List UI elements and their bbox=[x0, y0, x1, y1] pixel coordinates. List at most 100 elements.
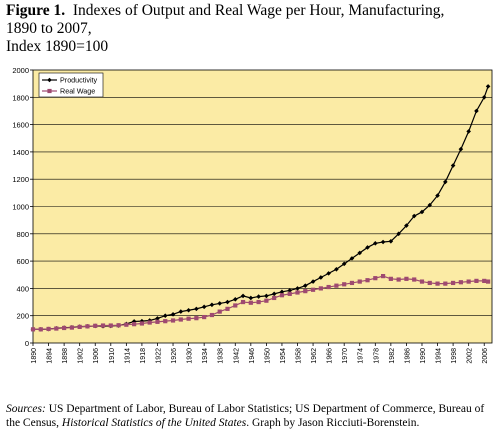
data-point-real-wage bbox=[365, 278, 370, 283]
data-point-real-wage bbox=[225, 306, 230, 311]
data-point-productivity bbox=[232, 297, 238, 302]
data-point-productivity bbox=[155, 316, 160, 321]
data-point-real-wage bbox=[279, 293, 285, 298]
legend-marker-diamond bbox=[47, 77, 52, 83]
data-point-real-wage bbox=[466, 279, 471, 284]
data-point-real-wage bbox=[482, 278, 487, 283]
y-tick-label: 2000 bbox=[12, 66, 29, 75]
x-tick-label: 2002 bbox=[467, 348, 474, 364]
data-point-real-wage bbox=[451, 280, 456, 286]
figure-title: Figure 1. Indexes of Output and Real Wag… bbox=[6, 2, 496, 56]
x-tick-label: 1930 bbox=[187, 348, 194, 364]
data-point-real-wage bbox=[132, 322, 137, 327]
data-point-productivity bbox=[310, 279, 316, 284]
x-tick-label: 1946 bbox=[249, 348, 256, 364]
x-tick-label: 1974 bbox=[358, 348, 365, 364]
data-point-real-wage bbox=[85, 324, 90, 329]
data-point-productivity bbox=[326, 271, 331, 276]
x-tick-label: 1894 bbox=[47, 348, 54, 364]
data-point-real-wage bbox=[209, 312, 215, 318]
x-tick-label: 1970 bbox=[342, 348, 349, 364]
y-tick-label: 400 bbox=[16, 284, 29, 293]
y-tick-label: 1800 bbox=[12, 93, 29, 102]
data-point-productivity bbox=[256, 294, 261, 299]
y-tick-label: 1600 bbox=[12, 121, 29, 130]
y-tick-label: 800 bbox=[16, 230, 29, 239]
data-point-real-wage bbox=[318, 286, 323, 291]
x-tick-label: 1958 bbox=[296, 348, 303, 364]
chart-svg: 0 200 400 600 800 1000 1200 1400 1600 1800 2000 189… bbox=[12, 66, 493, 364]
data-point-productivity bbox=[240, 293, 246, 299]
x-tick-label: 1998 bbox=[451, 348, 458, 364]
data-point-productivity bbox=[443, 179, 448, 185]
data-point-productivity bbox=[380, 239, 386, 245]
data-point-real-wage bbox=[147, 320, 152, 325]
data-point-productivity bbox=[349, 256, 355, 261]
legend-label: Productivity bbox=[60, 76, 98, 85]
x-tick-label: 1902 bbox=[78, 348, 85, 364]
data-point-real-wage bbox=[69, 325, 74, 330]
data-point-productivity bbox=[287, 288, 293, 293]
source-text-2: . Graph by Jason Ricciuti-Borenstein. bbox=[246, 416, 420, 429]
data-point-productivity bbox=[396, 231, 401, 237]
data-point-productivity bbox=[162, 313, 168, 318]
data-point-productivity bbox=[474, 108, 479, 114]
data-point-productivity bbox=[481, 95, 487, 100]
source-text-1: US Department of Labor, Bureau of Labor … bbox=[6, 403, 485, 429]
data-point-real-wage bbox=[419, 279, 425, 284]
data-point-real-wage bbox=[412, 277, 417, 282]
data-point-real-wage bbox=[388, 276, 393, 281]
legend-label: Real Wage bbox=[60, 87, 95, 96]
source-note: Sources: US Department of Labor, Bureau … bbox=[6, 403, 496, 430]
figure-number: Figure 1. bbox=[6, 2, 66, 19]
data-point-real-wage bbox=[54, 326, 59, 331]
y-tick-label: 600 bbox=[16, 257, 29, 266]
data-point-real-wage bbox=[357, 279, 362, 284]
data-point-real-wage bbox=[310, 287, 316, 292]
x-tick-label: 2006 bbox=[482, 348, 489, 364]
source-label: Sources: bbox=[6, 403, 46, 415]
data-point-real-wage bbox=[272, 295, 277, 301]
x-tick-label: 1906 bbox=[93, 348, 100, 364]
data-point-productivity bbox=[435, 193, 440, 198]
data-point-real-wage bbox=[486, 279, 491, 284]
data-point-real-wage bbox=[155, 319, 160, 324]
x-tick-label: 1962 bbox=[311, 348, 318, 364]
data-point-real-wage bbox=[93, 323, 98, 328]
chart-area: 0 200 400 600 800 1000 1200 1400 1600 1800 2000 189… bbox=[0, 60, 500, 400]
data-point-productivity bbox=[373, 241, 378, 246]
data-point-real-wage bbox=[108, 323, 113, 328]
data-point-real-wage bbox=[474, 278, 479, 283]
data-point-real-wage bbox=[458, 280, 463, 285]
x-tick-label: 1982 bbox=[389, 348, 396, 364]
data-point-real-wage bbox=[326, 284, 331, 290]
x-tick-label: 1910 bbox=[109, 348, 116, 364]
y-tick-label: 0 bbox=[25, 339, 29, 348]
data-point-real-wage bbox=[233, 303, 238, 308]
x-tick-label: 1890 bbox=[31, 348, 38, 364]
x-tick-label: 1950 bbox=[264, 348, 271, 364]
data-point-real-wage bbox=[194, 316, 199, 321]
y-tick-label: 1000 bbox=[12, 203, 29, 212]
data-point-real-wage bbox=[178, 317, 183, 322]
title-line-3: Index 1890=100 bbox=[6, 38, 109, 55]
data-point-productivity bbox=[264, 293, 269, 299]
data-point-productivity bbox=[209, 302, 215, 308]
data-point-productivity bbox=[341, 261, 347, 267]
data-point-productivity bbox=[419, 209, 425, 215]
data-point-real-wage bbox=[248, 300, 253, 305]
data-point-productivity bbox=[318, 275, 324, 280]
data-point-real-wage bbox=[124, 322, 129, 327]
data-point-real-wage bbox=[256, 299, 261, 305]
x-tick-label: 1990 bbox=[420, 348, 427, 364]
data-point-real-wage bbox=[240, 299, 246, 305]
data-point-real-wage bbox=[334, 283, 339, 288]
data-point-real-wage bbox=[264, 298, 269, 303]
legend-marker-square bbox=[47, 88, 52, 94]
data-point-productivity bbox=[302, 283, 308, 288]
x-tick-label: 1926 bbox=[171, 348, 178, 364]
x-tick-label: 1938 bbox=[218, 348, 225, 364]
x-tick-label: 1954 bbox=[280, 348, 287, 364]
data-point-real-wage bbox=[202, 314, 207, 320]
x-tick-label: 1898 bbox=[62, 348, 69, 364]
